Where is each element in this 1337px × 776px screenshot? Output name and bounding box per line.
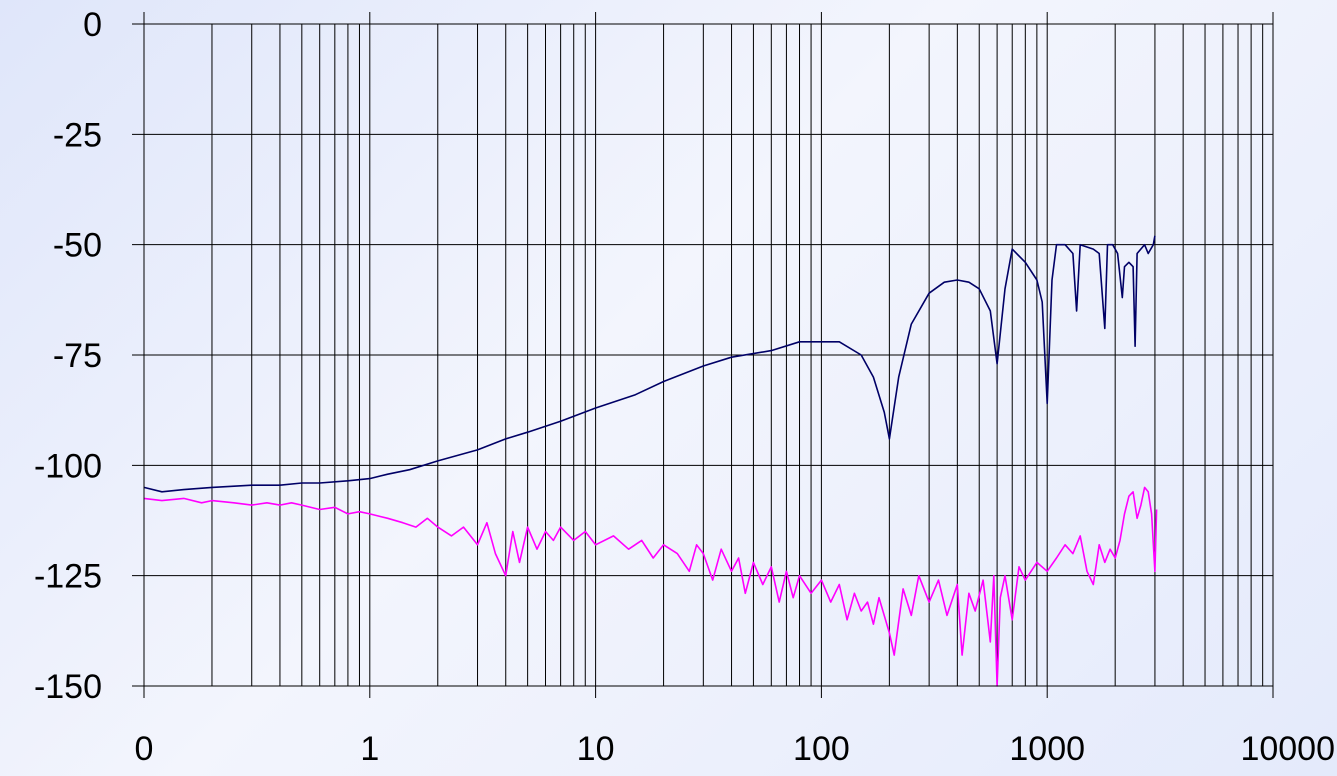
y-tick-label: -50 <box>53 227 102 265</box>
y-tick-label: -75 <box>53 337 102 375</box>
grid <box>132 12 1274 698</box>
x-tick-label: 10000 <box>1240 730 1335 768</box>
series-layer <box>143 235 1158 687</box>
y-tick-label: -150 <box>34 668 102 706</box>
axes <box>143 23 1274 687</box>
y-tick-label: -125 <box>34 558 102 596</box>
x-tick-labels: 0 1 10 100 1000 10000 <box>135 730 1335 768</box>
x-tick-label: 1000 <box>1009 730 1085 768</box>
y-tick-label: -25 <box>53 116 102 154</box>
y-tick-labels: 0 -25 -50 -75 -100 -125 -150 <box>34 6 102 706</box>
y-tick-label: 0 <box>83 6 102 44</box>
x-tick-label: 0 <box>135 730 154 768</box>
y-tick-label: -100 <box>34 447 102 485</box>
series-line-1 <box>143 235 1156 493</box>
x-tick-label: 100 <box>793 730 850 768</box>
x-tick-label: 10 <box>577 730 615 768</box>
series-line-2 <box>143 486 1158 687</box>
plot-frame <box>143 23 1274 687</box>
x-tick-label: 1 <box>360 730 379 768</box>
